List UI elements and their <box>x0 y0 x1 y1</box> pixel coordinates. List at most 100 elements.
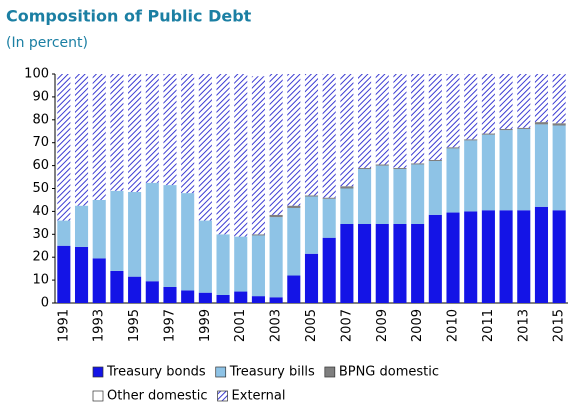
y-tick-label: 50 <box>32 181 49 196</box>
bar-segment <box>269 297 283 303</box>
bar-segment <box>269 74 283 215</box>
bar-segment <box>304 196 319 254</box>
bar-segment <box>428 214 442 303</box>
bar-segment <box>393 74 407 168</box>
bar-segment <box>216 294 230 303</box>
bar-segment <box>322 198 336 238</box>
x-tick-label: 1995 <box>127 309 142 342</box>
bar-segment <box>57 220 71 246</box>
bar-segment <box>163 74 177 186</box>
x-tick-label: 2009 <box>410 309 425 342</box>
bar-segment <box>163 185 177 287</box>
bar-segment <box>234 236 248 292</box>
bar-segment <box>358 169 372 224</box>
bar-segment <box>304 74 319 196</box>
bar-segment <box>322 74 336 198</box>
bar-segment <box>375 223 389 303</box>
bar-segment <box>198 292 212 303</box>
bar-segment <box>464 211 478 303</box>
bar-segment <box>446 147 460 149</box>
bar-segment <box>340 188 354 224</box>
bar-segment <box>304 195 319 197</box>
bar-segment <box>74 246 89 303</box>
bar-segment <box>216 234 230 295</box>
bar-segment <box>322 237 336 303</box>
bar-segment <box>110 190 124 271</box>
bar-segment <box>428 74 442 160</box>
y-tick-label: 20 <box>32 250 49 265</box>
x-tick-label: 2010 <box>446 309 461 342</box>
bar-segment <box>358 74 372 168</box>
bar-segment <box>446 148 460 213</box>
bar-segment <box>181 290 195 303</box>
bar-segment <box>92 74 106 200</box>
bar-segment <box>552 74 566 124</box>
y-tick-label: 40 <box>32 204 49 219</box>
bar-segment <box>251 76 265 235</box>
legend-swatch <box>92 366 104 378</box>
y-tick-label: 90 <box>32 89 49 104</box>
bar-segment <box>145 281 159 303</box>
bar-segment <box>428 161 442 215</box>
bar-segment <box>287 207 301 276</box>
bar-segment <box>234 291 248 303</box>
bar-segment <box>181 193 195 291</box>
bar-segment <box>181 74 195 194</box>
bar-segment <box>287 275 301 303</box>
x-tick-label: 2007 <box>339 309 354 342</box>
bar-segment <box>251 235 265 297</box>
bar-segment <box>517 127 531 129</box>
bar-segment <box>481 210 495 303</box>
bar-segment <box>128 276 142 303</box>
bar-segment <box>269 214 283 218</box>
bar-segment <box>499 130 513 211</box>
legend-swatch <box>324 366 336 378</box>
bar-segment <box>322 197 336 199</box>
bar-segment <box>517 210 531 303</box>
bar-segment <box>358 167 372 170</box>
y-tick-label: 100 <box>24 67 49 82</box>
bar-segment <box>393 223 407 303</box>
bar-segment <box>534 122 549 125</box>
bar-segment <box>74 205 89 247</box>
bar-segment <box>481 133 495 135</box>
bar-segment <box>534 206 549 303</box>
bar-segment <box>375 74 389 165</box>
bar-segment <box>517 128 531 211</box>
bar-segment <box>128 74 142 192</box>
bar-segment <box>428 159 442 162</box>
bar-segment <box>552 210 566 303</box>
x-tick-label: 1999 <box>198 309 213 342</box>
bar-segment <box>499 210 513 303</box>
bar-segment <box>358 223 372 303</box>
bar-segment <box>411 164 425 224</box>
bar-segment <box>92 199 106 259</box>
bar-segment <box>340 223 354 303</box>
y-tick-label: 60 <box>32 158 49 173</box>
bar-segment <box>145 182 159 282</box>
bar-segment <box>145 74 159 183</box>
x-tick-label: 2003 <box>269 309 284 342</box>
chart-subtitle: (In percent) <box>6 35 88 51</box>
bar-segment <box>499 128 513 131</box>
legend-swatch <box>217 390 228 402</box>
bar-segment <box>411 223 425 303</box>
bar-segment <box>269 217 283 298</box>
x-tick-label: 2009 <box>375 309 390 342</box>
bar-segment <box>340 186 354 189</box>
x-tick-label: 2013 <box>516 309 531 342</box>
bar-segment <box>234 74 248 237</box>
bar-segment <box>481 134 495 211</box>
bar-segment <box>251 234 265 236</box>
legend-label: Treasury bonds <box>106 365 206 380</box>
x-tick-label: 2011 <box>481 309 496 342</box>
bar-segment <box>393 169 407 224</box>
x-tick-label: 1991 <box>56 309 71 342</box>
y-tick-label: 10 <box>32 273 49 288</box>
bar-segment <box>464 74 478 140</box>
bar-segment <box>464 139 478 141</box>
bar-segment <box>110 270 124 303</box>
legend-label: External <box>232 389 286 404</box>
bar-segment <box>499 74 513 129</box>
